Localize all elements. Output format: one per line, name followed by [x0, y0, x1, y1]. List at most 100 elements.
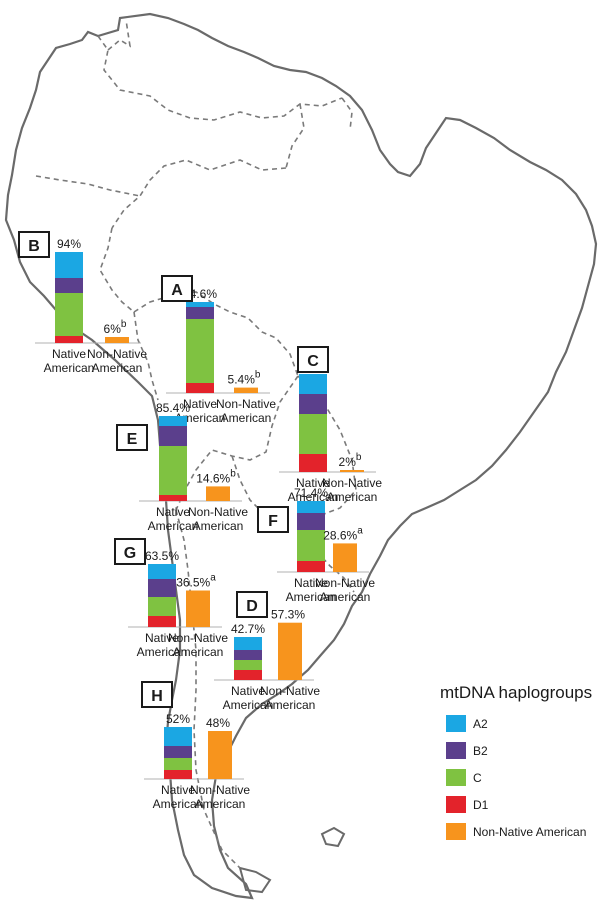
native-label-line1: Native	[183, 397, 217, 411]
bar-segment-C	[159, 446, 187, 495]
native-label-line2: American	[223, 698, 274, 712]
native-percent-label: 71.4%	[294, 486, 328, 500]
legend: mtDNA haplogroups A2 B2 C D1 Non-Native Ameri…	[440, 683, 592, 840]
bar-segment-C	[55, 293, 83, 336]
native-percent-label: 94%	[57, 237, 81, 251]
bar-segment-A2	[299, 374, 327, 394]
bar-non-native	[340, 470, 364, 472]
non-native-label-line2: American	[320, 590, 371, 604]
bar-segment-D1	[148, 616, 176, 627]
native-label-line2: American	[288, 490, 339, 504]
non-native-label-line2: American	[221, 411, 272, 425]
legend-label: Non-Native American	[473, 825, 586, 839]
bar-segment-B2	[297, 513, 325, 530]
region-letter: B	[28, 238, 40, 255]
region-panel-A: 94.6%5.4%bNativeAmericanNon-NativeAmeric…	[161, 275, 276, 425]
bar-non-native	[186, 590, 210, 627]
region-letter: E	[127, 431, 138, 448]
native-percent-label: 85.4%	[156, 401, 190, 415]
native-label-line2: American	[44, 361, 95, 375]
bar-segment-A2	[55, 252, 83, 278]
non-native-label-line2: American	[193, 519, 244, 533]
non-native-label-line1: Non-Native	[216, 397, 276, 411]
native-label-line1: Native	[52, 347, 86, 361]
region-panel-D: 42.7% 57.3% NativeAmericanNon-NativeAmeric…	[214, 591, 320, 712]
legend-swatch	[446, 742, 466, 759]
legend-swatch	[446, 823, 466, 840]
region-panel-G: 63.5% 36.5%a NativeAmericanNon-NativeAmeri…	[114, 538, 228, 659]
native-label-line1: Native	[145, 631, 179, 645]
region-box	[116, 424, 148, 451]
bar-segment-D1	[159, 495, 187, 501]
bar-segment-C	[299, 414, 327, 454]
bar-segment-B2	[159, 426, 187, 446]
bar-segment-C	[297, 530, 325, 561]
legend-swatch	[446, 715, 466, 732]
bar-segment-D1	[186, 383, 214, 393]
region-box	[161, 275, 193, 302]
bar-segment-C	[148, 597, 176, 616]
non-native-percent-label: 57.3%	[271, 608, 305, 622]
legend-label: D1	[473, 798, 489, 812]
bar-non-native	[234, 387, 258, 393]
bar-segment-C	[186, 319, 214, 383]
bar-segment-B2	[186, 307, 214, 319]
bar-non-native	[105, 337, 129, 343]
region-box	[297, 346, 329, 373]
falkland-islands-outline	[320, 826, 346, 848]
region-letter: C	[307, 353, 319, 370]
non-native-percent-label: 6%b	[104, 319, 127, 336]
bars-layer: 94%6%bNativeAmericanNon-NativeAmericanB9…	[18, 231, 382, 811]
bar-segment-D1	[297, 561, 325, 572]
non-native-label-line1: Non-Native	[260, 684, 320, 698]
native-label-line1: Native	[161, 783, 195, 797]
bar-non-native	[333, 543, 357, 572]
legend-label: B2	[473, 744, 488, 758]
native-label-line1: Native	[294, 576, 328, 590]
region-letter: G	[124, 545, 136, 562]
non-native-label-line2: American	[92, 361, 143, 375]
native-label-line1: Native	[231, 684, 265, 698]
tierra-del-fuego-outline	[238, 866, 272, 894]
bar-segment-B2	[234, 650, 262, 660]
non-native-label-line2: American	[173, 645, 224, 659]
bar-non-native	[206, 486, 230, 501]
non-native-percent-label: 2%b	[339, 452, 362, 469]
bar-segment-A2	[148, 564, 176, 579]
native-label-line2: American	[153, 797, 204, 811]
bar-segment-D1	[55, 336, 83, 343]
region-box	[236, 591, 268, 618]
region-letter: H	[151, 688, 163, 705]
bar-segment-A2	[297, 501, 325, 513]
native-percent-label: 42.7%	[231, 622, 265, 636]
non-native-label-line2: American	[327, 490, 378, 504]
non-native-label-line1: Non-Native	[190, 783, 250, 797]
bar-segment-C	[164, 758, 192, 770]
bar-segment-D1	[164, 770, 192, 779]
bar-segment-A2	[159, 416, 187, 426]
bar-segment-A2	[164, 727, 192, 746]
non-native-label-line2: American	[195, 797, 246, 811]
bar-segment-B2	[148, 579, 176, 597]
legend-swatch	[446, 796, 466, 813]
native-label-line1: Native	[156, 505, 190, 519]
region-letter: D	[246, 598, 258, 615]
region-box	[114, 538, 146, 565]
bar-segment-B2	[299, 394, 327, 414]
region-box	[18, 231, 50, 258]
country-borders	[35, 19, 357, 869]
legend-label: C	[473, 771, 482, 785]
non-native-label-line1: Non-Native	[322, 476, 382, 490]
non-native-label-line2: American	[265, 698, 316, 712]
non-native-percent-label: 48%	[206, 716, 230, 730]
region-letter: A	[171, 282, 183, 299]
native-label-line2: American	[175, 411, 226, 425]
bar-non-native	[208, 731, 232, 779]
bar-segment-B2	[55, 278, 83, 293]
legend-title: mtDNA haplogroups	[440, 683, 592, 702]
bar-segment-D1	[234, 670, 262, 680]
native-label-line1: Native	[296, 476, 330, 490]
